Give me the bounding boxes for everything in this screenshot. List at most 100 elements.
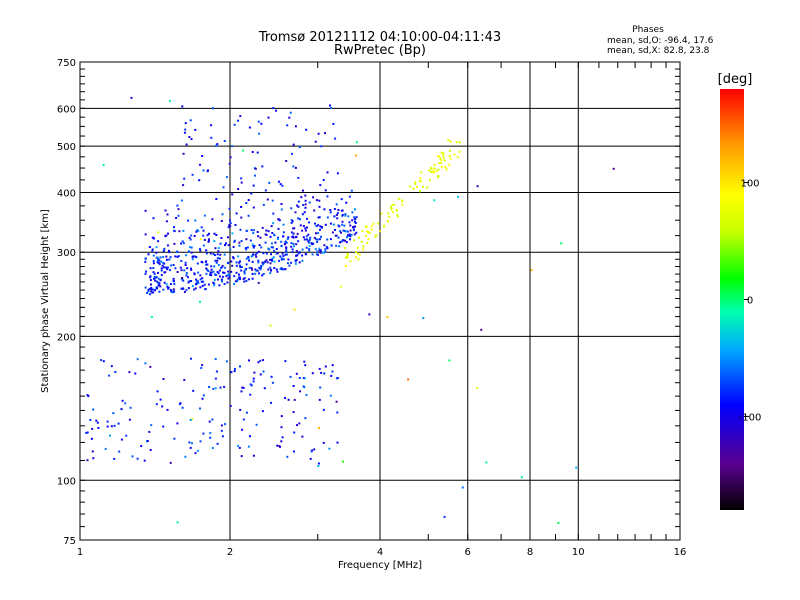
echo-point [190,280,193,282]
echo-point [351,211,354,214]
echo-point [104,447,107,450]
echo-point [259,373,262,376]
echo-point [247,214,250,217]
echo-point [383,225,386,228]
x-tick-labels: 1 2 4 6 8 10 16 [77,547,687,558]
echo-point [150,316,153,318]
echo-point [272,212,275,215]
echo-point [326,195,329,198]
echo-point [190,268,193,271]
echo-point [282,235,285,238]
echo-point [171,290,174,293]
echo-point [269,324,272,327]
echo-point [222,186,225,189]
echo-point [237,119,240,122]
echo-point [437,175,440,178]
echo-point [340,209,343,212]
echo-point [193,288,196,291]
echo-point [440,161,443,164]
echo-point [164,235,167,238]
echo-point [160,267,163,270]
echo-point [238,273,240,276]
echo-point [449,140,452,143]
echo-point [357,258,360,261]
colorbar-tick-label: 100 [740,179,759,190]
echo-point [282,231,285,234]
echo-point [372,222,375,225]
echo-point [256,231,259,233]
echo-point [224,244,226,247]
echo-point [166,408,169,411]
echo-point [113,457,116,460]
echo-point [341,213,344,216]
echo-point [176,422,179,425]
echo-point [329,394,332,397]
echo-point [234,224,237,226]
echo-point [293,227,296,230]
echo-point [184,264,187,266]
echo-point [209,436,212,439]
echo-point [242,418,245,421]
echo-point [238,276,240,279]
echo-point [229,248,232,251]
echo-point [172,277,175,280]
echo-point [148,246,151,248]
echo-point [395,209,398,212]
echo-point [207,283,210,286]
echo-point [295,259,298,261]
echo-point [176,250,179,253]
echo-point [298,261,301,264]
echo-point [245,248,248,251]
echo-point [393,203,395,206]
echo-point [370,225,373,228]
echo-point [150,283,152,286]
echo-point [368,313,371,316]
echo-point [340,198,343,201]
echo-point [221,264,224,267]
echo-point [429,179,431,182]
echo-point [223,253,226,256]
echo-point [261,165,264,168]
echo-point [329,209,332,211]
echo-point [365,234,368,237]
echo-point [173,437,176,440]
echo-point [183,291,186,293]
echo-point [242,278,245,280]
echo-point [319,228,321,231]
echo-point [240,181,243,184]
echo-point [262,370,265,373]
echo-point [227,277,230,280]
echo-point [245,202,248,204]
echo-point [162,378,165,380]
echo-point [335,213,338,216]
echo-point [308,221,311,224]
echo-point [448,154,451,157]
echo-point [336,411,339,414]
echo-point [173,229,176,232]
echo-point [165,255,168,258]
echo-point [324,189,327,192]
echo-point [284,360,287,363]
echo-point [176,204,179,207]
echo-point [341,220,344,223]
echo-point [248,266,251,269]
echo-point [239,115,242,118]
chart-title: Tromsø 20121112 04:10:00-04:11:43 [258,30,501,45]
echo-point [318,238,321,241]
echo-point [331,231,334,234]
echo-point [306,238,309,241]
echo-point [227,270,230,273]
echo-point [309,457,312,460]
echo-point [278,445,281,447]
echo-point [355,231,358,234]
echo-point [360,240,363,243]
echo-point [180,269,183,272]
echo-point [259,236,262,239]
echo-point [213,284,215,287]
echo-point [339,230,342,233]
echo-point [278,219,281,222]
echo-point [282,268,285,271]
echo-point [153,275,156,278]
echo-point [182,152,185,155]
